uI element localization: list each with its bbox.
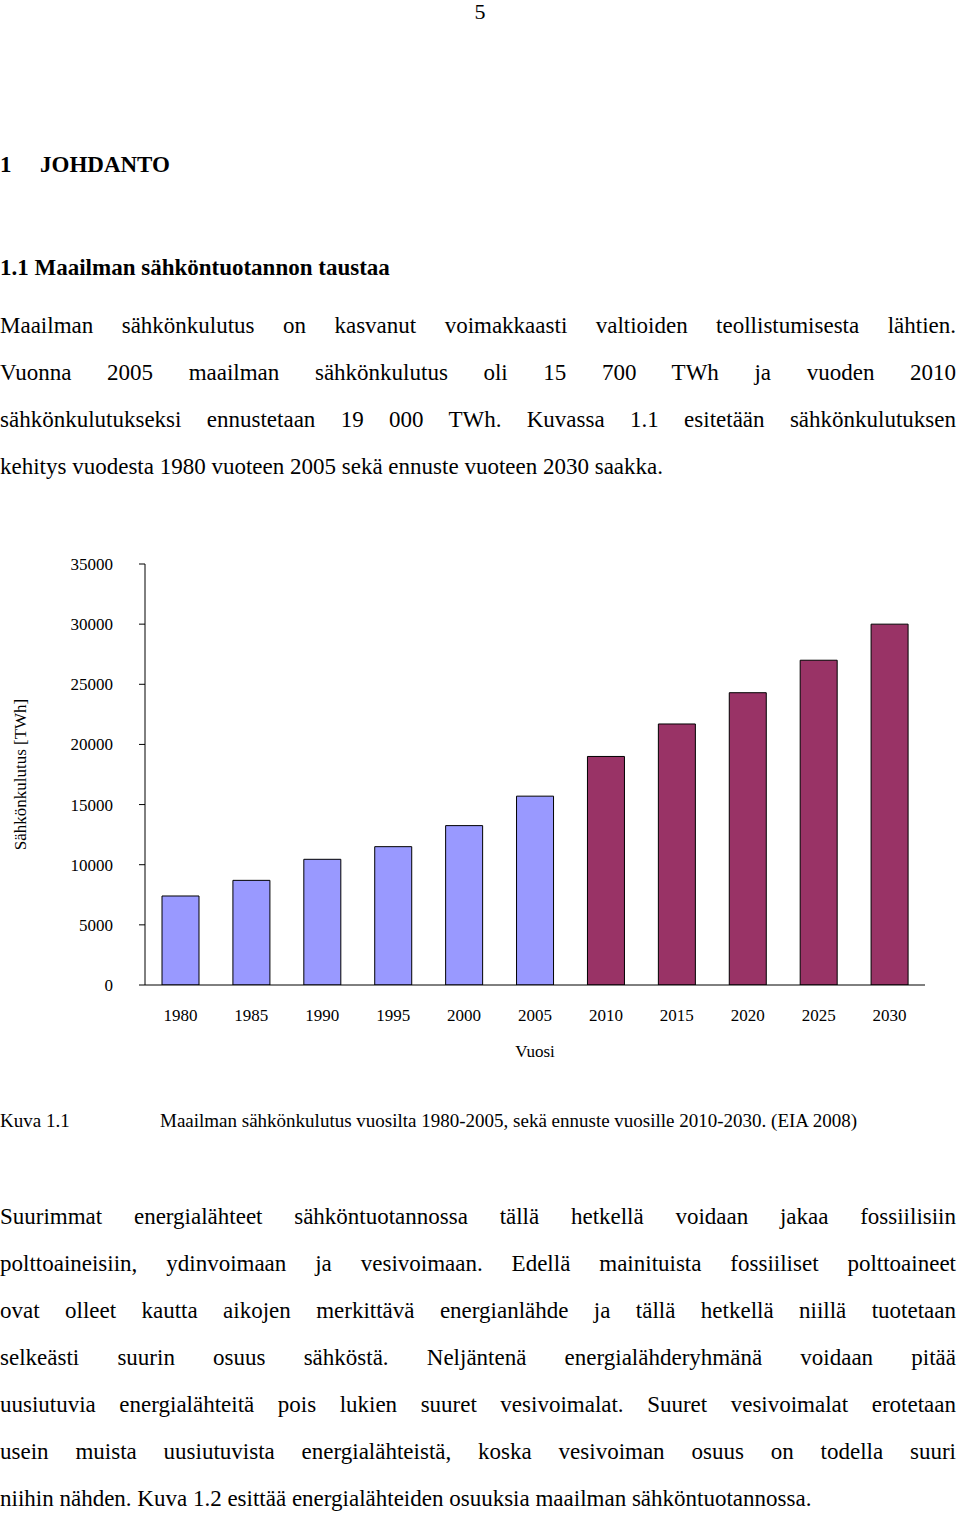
svg-text:2025: 2025 (802, 1006, 836, 1025)
html-text:Kuva 1.1: Kuva 1.1 (0, 1110, 70, 1131)
svg-text:2005: 2005 (518, 1006, 552, 1025)
svg-text:20000: 20000 (71, 735, 114, 754)
html-text:polttoaineisiin, ydinvoimaan j: polttoaineisiin, ydinvoimaan ja vesivoim… (0, 1250, 956, 1276)
svg-text:1995: 1995 (376, 1006, 410, 1025)
svg-text:10000: 10000 (71, 856, 114, 875)
html-text:selkeästi suurin osuus sähköst: selkeästi suurin osuus sähköstä. Neljänt… (0, 1344, 956, 1370)
html-text:Maailman sähkönkulutus on kasv: Maailman sähkönkulutus on kasvanut voima… (0, 312, 956, 338)
svg-text:30000: 30000 (71, 615, 114, 634)
html-text:1: 1 (0, 152, 12, 177)
html-text:JOHDANTO: JOHDANTO (40, 152, 170, 177)
html-text:Suurimmat energialähteet sähkö: Suurimmat energialähteet sähköntuotannos… (0, 1203, 956, 1229)
svg-text:Sähkönkulutus [TWh]: Sähkönkulutus [TWh] (11, 699, 30, 851)
html-text:5: 5 (474, 0, 486, 24)
html-text:1.1 Maailman sähköntuotannon t: 1.1 Maailman sähköntuotannon taustaa (0, 255, 390, 280)
html-text:sähkönkulutukseksi ennustetaan: sähkönkulutukseksi ennustetaan 19 000 TW… (0, 406, 956, 432)
svg-text:2020: 2020 (731, 1006, 765, 1025)
svg-text:0: 0 (105, 976, 114, 995)
html-text:usein muista uusiutuvista ener: usein muista uusiutuvista energialähteis… (0, 1438, 956, 1464)
svg-text:5000: 5000 (79, 916, 113, 935)
html-text:Vuonna 2005 maailman sähkönkul: Vuonna 2005 maailman sähkönkulutus oli 1… (0, 359, 956, 385)
svg-text:2010: 2010 (589, 1006, 623, 1025)
svg-text:1980: 1980 (163, 1006, 197, 1025)
svg-text:1990: 1990 (305, 1006, 339, 1025)
svg-text:35000: 35000 (71, 555, 114, 574)
svg-text:2030: 2030 (873, 1006, 907, 1025)
svg-text:15000: 15000 (71, 796, 114, 815)
svg-text:1985: 1985 (234, 1006, 268, 1025)
html-text:uusiutuvia energialähteitä poi: uusiutuvia energialähteitä pois lukien s… (0, 1391, 956, 1417)
html-text:niihin nähden. Kuva 1.2 esittä: niihin nähden. Kuva 1.2 esittää energial… (0, 1485, 812, 1511)
svg-text:2015: 2015 (660, 1006, 694, 1025)
html-text:kehitys vuodesta 1980 vuoteen: kehitys vuodesta 1980 vuoteen 2005 sekä … (0, 453, 663, 479)
html-text:Maailman sähkönkulutus vuosilt: Maailman sähkönkulutus vuosilta 1980-200… (160, 1110, 858, 1131)
html-text:ovat olleet kautta aikojen mer: ovat olleet kautta aikojen merkittävä en… (0, 1297, 956, 1323)
svg-text:2000: 2000 (447, 1006, 481, 1025)
svg-text:25000: 25000 (71, 675, 114, 694)
svg-text:Vuosi: Vuosi (515, 1042, 555, 1061)
